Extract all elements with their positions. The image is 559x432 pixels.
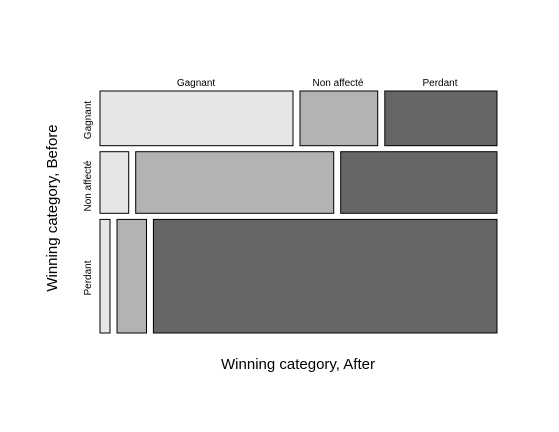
row-labels: Gagnant Non affecté Perdant bbox=[83, 101, 94, 296]
tile-perdant-non-affecte bbox=[116, 218, 147, 334]
column-label-non-affecte: Non affecté bbox=[313, 78, 364, 89]
x-axis-label: Winning category, After bbox=[221, 356, 375, 373]
row-label-non-affecte: Non affecté bbox=[83, 160, 94, 211]
tile-gagnant-gagnant bbox=[99, 90, 294, 147]
row-label-gagnant: Gagnant bbox=[83, 101, 94, 140]
tile-perdant-perdant bbox=[152, 218, 498, 334]
y-axis-label: Winning category, Before bbox=[44, 124, 61, 291]
column-labels: Gagnant Non affecté Perdant bbox=[177, 78, 458, 89]
row-label-perdant: Perdant bbox=[83, 260, 94, 295]
tile-non-affecte-perdant bbox=[340, 151, 498, 214]
mosaic-tiles bbox=[99, 90, 498, 334]
column-label-perdant: Perdant bbox=[422, 78, 457, 89]
column-label-gagnant: Gagnant bbox=[177, 78, 216, 89]
tile-non-affecte-non-affecte bbox=[135, 151, 335, 214]
tile-gagnant-non-affecte bbox=[299, 90, 379, 147]
tile-gagnant-perdant bbox=[384, 90, 498, 147]
tile-perdant-gagnant bbox=[99, 218, 111, 334]
tile-non-affecte-gagnant bbox=[99, 151, 130, 214]
